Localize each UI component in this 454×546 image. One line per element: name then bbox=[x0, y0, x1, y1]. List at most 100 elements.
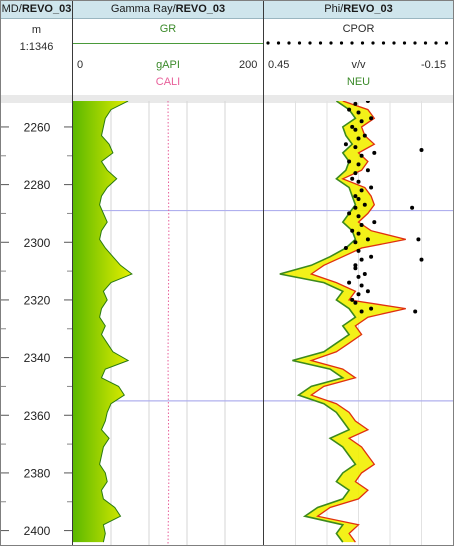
cpor-data-point bbox=[362, 272, 367, 276]
cpor-data-point bbox=[347, 211, 352, 216]
gr-header-prefix: Gamma Ray/ bbox=[110, 3, 176, 15]
depth-header-well: REVO_03 bbox=[21, 3, 72, 15]
cpor-scale-dot bbox=[287, 41, 291, 45]
cpor-data-point bbox=[353, 263, 358, 268]
cpor-data-point bbox=[372, 150, 377, 155]
header-body-gap bbox=[1, 95, 453, 103]
phi-crossover-fill bbox=[279, 101, 406, 543]
gamma-ray-column-header[interactable]: Gamma Ray/REVO_03 bbox=[73, 1, 263, 19]
cpor-data-point bbox=[353, 145, 358, 150]
cali-curve-name[interactable]: CALI bbox=[155, 76, 181, 88]
cpor-outlier-point bbox=[413, 309, 418, 314]
cpor-scale-dot bbox=[371, 41, 375, 45]
cpor-data-point bbox=[353, 205, 358, 210]
depth-tick-label: 2380 bbox=[24, 466, 51, 480]
log-plot-area[interactable]: 2260 2280 2300 2320 2340 2360 2380 2400 bbox=[1, 101, 453, 545]
cpor-data-point bbox=[350, 176, 355, 181]
cpor-scale-dot bbox=[350, 41, 354, 45]
cpor-data-point bbox=[350, 124, 355, 129]
phi-scale-min: 0.45 bbox=[268, 59, 290, 71]
neu-curve-line bbox=[279, 101, 357, 543]
cpor-data-point bbox=[353, 171, 358, 176]
cpor-data-point bbox=[372, 220, 377, 225]
gr-scale-min: 0 bbox=[77, 59, 84, 71]
cpor-curve-name[interactable]: CPOR bbox=[342, 23, 375, 35]
cpor-scale-dot bbox=[297, 41, 302, 45]
cpor-data-point bbox=[356, 248, 361, 253]
cpor-outlier-point bbox=[419, 257, 424, 262]
cpor-data-point bbox=[369, 116, 374, 121]
depth-tick-label: 2400 bbox=[24, 524, 51, 538]
cpor-data-point bbox=[356, 214, 361, 219]
gr-scale-max: 200 bbox=[239, 59, 258, 71]
phi-column-header[interactable]: Phi/REVO_03 bbox=[264, 1, 453, 19]
cpor-scale-dot bbox=[329, 41, 333, 45]
depth-gr-separator bbox=[72, 1, 73, 545]
neu-curve-name[interactable]: NEU bbox=[346, 76, 371, 88]
cpor-data-point bbox=[347, 159, 352, 164]
cpor-scale-dot bbox=[444, 41, 449, 45]
cpor-data-point bbox=[353, 194, 358, 199]
depth-tick-label: 2320 bbox=[24, 293, 51, 307]
gr-curve-scale-line bbox=[73, 43, 263, 44]
cpor-data-point bbox=[359, 153, 364, 158]
cpor-outlier-point bbox=[410, 205, 415, 210]
phi-scale-unit: v/v bbox=[351, 59, 366, 71]
cpor-curve-scale-dots bbox=[266, 41, 449, 45]
gr-header-well: REVO_03 bbox=[175, 3, 226, 15]
cpor-scale-dot bbox=[423, 41, 428, 45]
cpor-scale-dot bbox=[360, 41, 365, 45]
gr-scale-unit: gAPI bbox=[156, 59, 180, 71]
depth-header-prefix: MD/ bbox=[1, 3, 22, 15]
gr-curve-line bbox=[99, 101, 133, 543]
cpor-data-point bbox=[356, 136, 361, 141]
cpor-scale-dot bbox=[381, 41, 386, 45]
cpor-scale-dot bbox=[392, 41, 396, 45]
den-phi-curve-line bbox=[309, 101, 406, 543]
cpor-data-point bbox=[365, 168, 370, 173]
cpor-data-point bbox=[362, 133, 367, 138]
cpor-data-point bbox=[353, 300, 358, 305]
cpor-data-point bbox=[347, 280, 352, 285]
cpor-data-point bbox=[369, 306, 374, 311]
gr-curve-name[interactable]: GR bbox=[159, 23, 177, 35]
cpor-data-point bbox=[369, 254, 374, 259]
depth-unit-label: m bbox=[31, 24, 42, 36]
cpor-data-point bbox=[365, 101, 370, 103]
cpor-data-point bbox=[356, 179, 361, 184]
cpor-data-point bbox=[356, 274, 361, 279]
cpor-data-point bbox=[353, 266, 358, 271]
cpor-data-point bbox=[356, 162, 361, 167]
depth-tick-label: 2340 bbox=[24, 351, 51, 365]
depth-tick-label: 2300 bbox=[24, 236, 51, 250]
cpor-data-point bbox=[356, 292, 361, 297]
cpor-scale-dot bbox=[413, 41, 417, 45]
cpor-data-point bbox=[365, 289, 370, 294]
cpor-data-point bbox=[353, 127, 358, 132]
cpor-data-point bbox=[356, 197, 361, 201]
phi-header-well: REVO_03 bbox=[343, 3, 393, 15]
cpor-outlier-point bbox=[416, 237, 421, 242]
cpor-scale-dot bbox=[402, 41, 407, 45]
cpor-data-point bbox=[350, 228, 355, 233]
gr-phi-separator bbox=[263, 1, 264, 545]
depth-scale-label: 1:1346 bbox=[19, 41, 54, 53]
cpor-data-point bbox=[365, 237, 370, 242]
cpor-outlier-point bbox=[419, 148, 424, 152]
cpor-scale-dot bbox=[276, 41, 281, 45]
depth-column-header[interactable]: MD/REVO_03 bbox=[1, 1, 72, 19]
cpor-data-point bbox=[362, 202, 367, 207]
depth-tick-label: 2360 bbox=[24, 409, 51, 423]
cpor-data-point bbox=[359, 309, 364, 314]
cpor-data-point bbox=[350, 297, 355, 302]
cpor-data-point bbox=[343, 142, 348, 147]
cpor-data-point bbox=[359, 223, 364, 227]
phi-header-prefix: Phi/ bbox=[324, 3, 344, 15]
cpor-scale-dot bbox=[266, 41, 270, 45]
cpor-data-point bbox=[347, 107, 352, 112]
cpor-scale-dot bbox=[318, 41, 323, 45]
cpor-data-point bbox=[356, 110, 361, 115]
cpor-data-point bbox=[343, 246, 348, 250]
cpor-data-point bbox=[359, 188, 364, 193]
